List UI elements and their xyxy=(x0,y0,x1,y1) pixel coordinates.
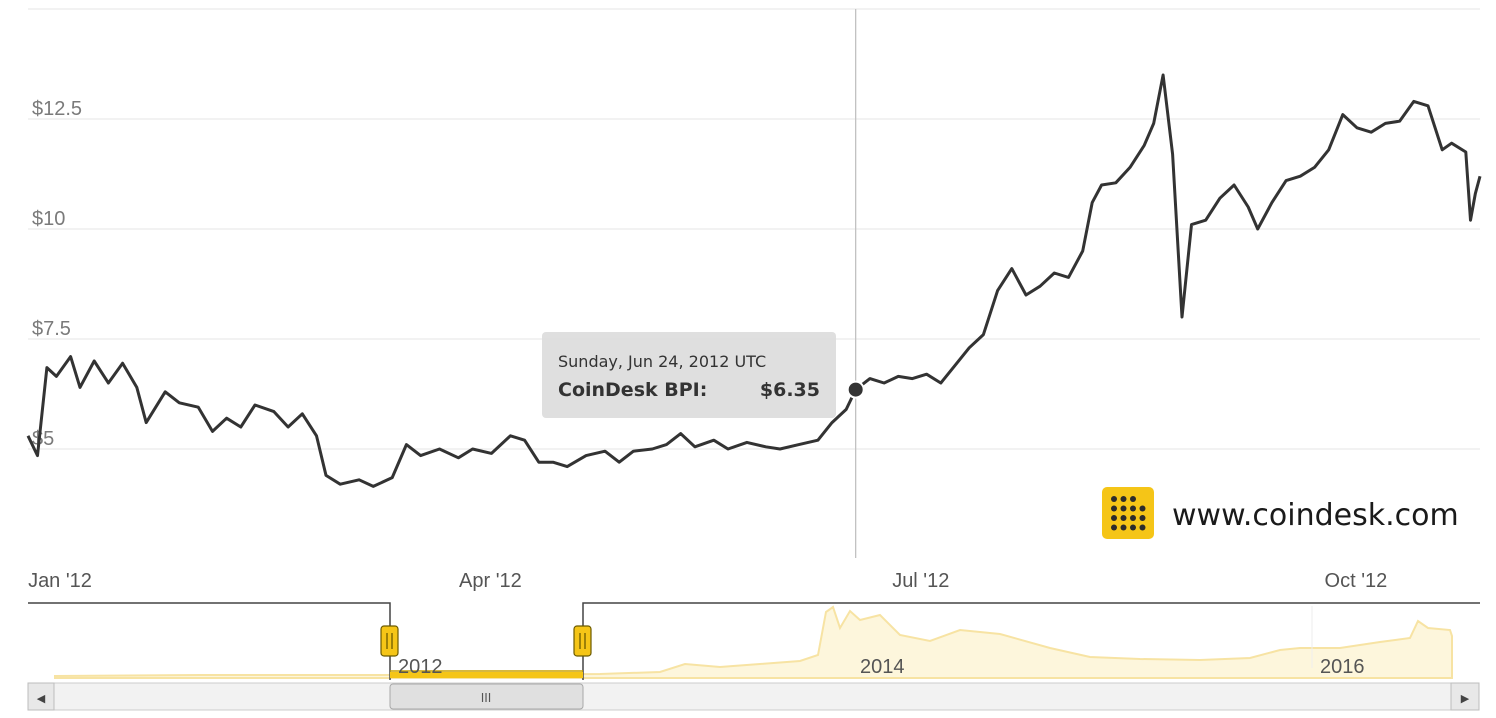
tooltip: Sunday, Jun 24, 2012 UTC CoinDesk BPI: $… xyxy=(542,332,836,418)
tooltip-label: CoinDesk BPI: xyxy=(558,379,707,401)
navigator-year-label: 2016 xyxy=(1320,656,1365,678)
x-tick-label: Apr '12 xyxy=(459,570,522,592)
navigator-year-label: 2012 xyxy=(398,656,443,678)
coindesk-logo-icon xyxy=(1102,487,1154,539)
y-tick-label: $10 xyxy=(32,208,65,230)
hover-point[interactable] xyxy=(846,380,865,399)
y-tick-label: $5 xyxy=(32,428,54,450)
website-url[interactable]: www.coindesk.com xyxy=(1172,498,1459,533)
scroll-right-icon: ▶ xyxy=(1461,692,1470,705)
navigator-year-label: 2014 xyxy=(860,656,905,678)
x-tick-label: Oct '12 xyxy=(1325,570,1388,592)
tooltip-box xyxy=(542,332,836,418)
x-tick-label: Jan '12 xyxy=(28,570,92,592)
navigator-right-handle[interactable] xyxy=(573,625,592,657)
coindesk-watermark: www.coindesk.com xyxy=(1102,487,1459,539)
navigator-left-handle[interactable] xyxy=(380,625,399,657)
scroll-right-button[interactable]: ▶ xyxy=(1450,682,1480,711)
scrollbar-track[interactable] xyxy=(27,682,1480,711)
navigator-selection xyxy=(390,672,583,678)
y-axis-ticks: $5 $7.5 $10 $12.5 xyxy=(32,98,82,450)
scrollbar-grip-icon: III xyxy=(481,691,492,705)
scroll-left-button[interactable]: ◀ xyxy=(27,682,55,711)
x-axis-ticks: Jan '12 Apr '12 Jul '12 Oct '12 xyxy=(28,570,1387,592)
y-tick-label: $12.5 xyxy=(32,98,82,120)
scroll-left-icon: ◀ xyxy=(37,692,46,705)
x-tick-label: Jul '12 xyxy=(892,570,949,592)
navigator[interactable]: 2012 2014 2016 ◀ III xyxy=(27,602,1480,711)
bpi-price-line xyxy=(26,73,1482,488)
scrollbar-thumb[interactable]: III xyxy=(389,683,584,710)
navigator-area xyxy=(54,605,1453,679)
navigator-scrollbar[interactable]: ◀ III ▶ xyxy=(27,682,1480,711)
tooltip-value: $6.35 xyxy=(760,379,820,401)
tooltip-date: Sunday, Jun 24, 2012 UTC xyxy=(558,352,766,371)
y-tick-label: $7.5 xyxy=(32,318,71,340)
